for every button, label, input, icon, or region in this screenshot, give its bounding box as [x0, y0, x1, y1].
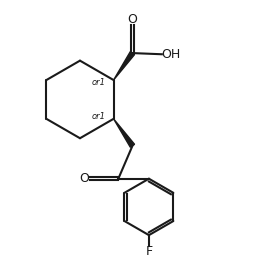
Text: O: O	[128, 13, 137, 26]
Text: or1: or1	[92, 111, 106, 120]
Text: F: F	[145, 245, 152, 258]
Polygon shape	[114, 52, 135, 80]
Text: OH: OH	[161, 48, 180, 61]
Polygon shape	[114, 119, 135, 147]
Text: or1: or1	[92, 78, 106, 87]
Text: O: O	[79, 172, 89, 185]
